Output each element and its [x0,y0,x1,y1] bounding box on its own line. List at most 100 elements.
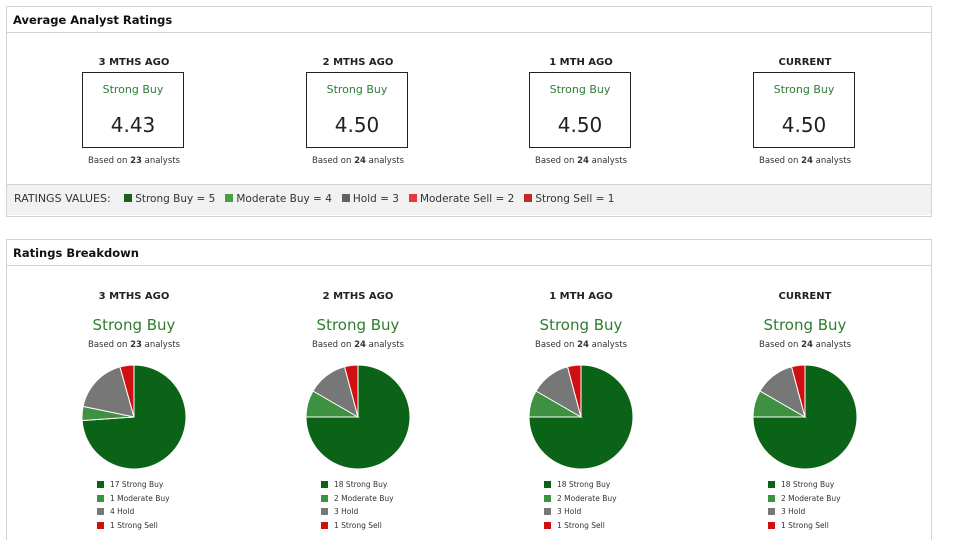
based-prefix: Based on [87,156,131,166]
based-on-text: Based on 24 analysts [476,156,686,166]
pie-legend-row: 3 Hold [544,507,617,521]
pie-slice-strong-buy [752,364,858,470]
pie-slice-strong-buy [528,364,634,470]
legend-swatch [768,481,775,488]
pie-slice-hold [82,366,135,418]
rating-box: Strong Buy 4.50 [529,72,631,148]
pie-legend-label: 18 Strong Buy [557,480,611,489]
pie-slice-strong-sell [343,364,359,418]
pie-legend-row: 18 Strong Buy [321,480,394,494]
average-ratings-title: Average Analyst Ratings [7,7,931,33]
analyst-count: 24 [577,156,589,166]
analyst-count: 23 [130,156,142,166]
legend-item-label: Moderate Sell = 2 [419,193,515,205]
legend-swatch [97,494,104,502]
analyst-count: 23 [130,340,142,350]
pie-legend-label: 1 Strong Sell [781,520,829,530]
pie-chart-3-months [81,364,187,470]
based-on-text: Based on 23 analysts [29,156,239,166]
legend-swatch [124,194,133,202]
legend-item-label: Moderate Buy = 4 [236,193,332,205]
breakdown-rating: Strong Buy [316,316,400,334]
based-on-text: Based on 24 analysts [253,156,463,166]
breakdown-rating: Strong Buy [763,316,847,334]
pie-legend-label: 1 Strong Sell [334,520,382,530]
based-suffix: analysts [141,156,181,166]
pie-legend-row: 1 Strong Sell [97,521,170,535]
pie-legend-label: 3 Hold [334,507,359,516]
pie-legend-label: 1 Strong Sell [557,520,605,530]
pie-legend-label: 1 Moderate Buy [110,493,170,503]
rating-score: 4.50 [334,113,380,137]
pie-legend-current: 18 Strong Buy 2 Moderate Buy 3 Hold 1 Stron… [768,480,841,534]
based-on-text: Based on 24 analysts [253,340,463,350]
pie-slice-strong-sell [790,364,806,418]
pie-legend-row: 1 Strong Sell [544,521,617,535]
average-ratings-panel: Average Analyst Ratings 3 MTHS AGO Stron… [6,6,932,217]
based-prefix: Based on [87,340,131,350]
legend-swatch [524,194,533,202]
based-suffix: analysts [588,156,628,166]
based-suffix: analysts [365,340,405,350]
legend-swatch [97,521,104,529]
pie-legend-3-months: 17 Strong Buy 1 Moderate Buy 4 Hold 1 Stron… [97,480,170,534]
pie-legend-label: 2 Moderate Buy [781,493,841,503]
based-prefix: Based on [534,156,578,166]
pie-slice-strong-sell [119,364,135,418]
ratings-breakdown-title: Ratings Breakdown [7,240,931,266]
legend-swatch [97,508,104,515]
period-label: 1 MTH AGO [549,57,613,68]
legend-swatch [768,521,775,529]
breakdown-rating: Strong Buy [92,316,176,334]
based-on-text: Based on 24 analysts [700,156,910,166]
based-prefix: Based on [758,340,802,350]
period-label: 3 MTHS AGO [98,291,170,302]
pie-slice-strong-sell [566,364,582,418]
based-on-text: Based on 24 analysts [476,340,686,350]
pie-slice-strong-buy [305,364,411,470]
rating-score: 4.50 [781,113,827,137]
based-suffix: analysts [365,156,405,166]
based-suffix: analysts [588,340,628,350]
pie-legend-row: 3 Hold [768,507,841,521]
rating-label: Strong Buy [773,83,835,96]
ratings-breakdown-panel: Ratings Breakdown 3 MTHS AGO Strong Buy … [6,239,932,540]
legend-swatch [321,481,328,488]
pie-legend-row: 4 Hold [97,507,170,521]
pie-legend-label: 17 Strong Buy [110,480,164,489]
analyst-count: 24 [577,340,589,350]
legend-swatch [321,508,328,515]
based-suffix: analysts [812,156,852,166]
based-prefix: Based on [758,156,802,166]
based-on-text: Based on 24 analysts [700,340,910,350]
period-label: 1 MTH AGO [549,291,613,302]
legend-swatch [341,194,350,202]
legend-swatch [544,521,551,529]
based-prefix: Based on [311,156,355,166]
rating-score: 4.50 [557,113,603,137]
period-label: 2 MTHS AGO [322,291,394,302]
breakdown-col-current: CURRENT [700,291,910,302]
analyst-count: 24 [354,156,366,166]
based-prefix: Based on [311,340,355,350]
based-prefix: Based on [534,340,578,350]
analyst-count: 24 [801,340,813,350]
pie-chart-1-month [528,364,634,470]
legend-item-label: Hold = 3 [352,193,399,205]
pie-legend-label: 18 Strong Buy [334,480,388,489]
legend-swatch [321,521,328,529]
pie-legend-label: 3 Hold [557,507,582,516]
rating-score: 4.43 [110,113,156,137]
avg-col-3-months: 3 MTHS AGO [29,57,239,68]
legend-item-label: Strong Buy = 5 [135,193,216,205]
legend-swatch [544,508,551,515]
pie-legend-row: 1 Strong Sell [321,521,394,535]
pie-legend-row: 3 Hold [321,507,394,521]
pie-legend-row: 18 Strong Buy [768,480,841,494]
pie-legend-row: 1 Moderate Buy [97,494,170,508]
pie-legend-label: 2 Moderate Buy [557,493,617,503]
ratings-values-heading: RATINGS VALUES: [14,192,111,205]
pie-legend-label: 2 Moderate Buy [334,493,394,503]
based-suffix: analysts [141,340,181,350]
ratings-values-legend: RATINGS VALUES: Strong Buy = 5 Moderate B… [7,184,931,215]
